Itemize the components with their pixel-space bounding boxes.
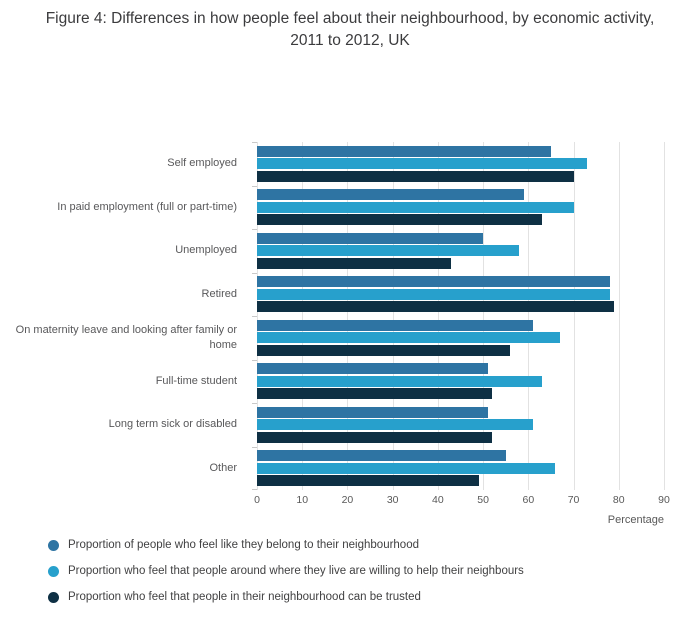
- category-label: Full-time student: [155, 374, 237, 387]
- category-label: Self employed: [167, 157, 237, 170]
- x-tick-label: 70: [567, 494, 580, 506]
- x-tick-label: 20: [341, 494, 354, 506]
- category-label: Retired: [201, 287, 237, 300]
- x-tick-label: 0: [254, 494, 260, 506]
- gridline: [437, 142, 439, 490]
- bar: [257, 450, 506, 462]
- gridline: [528, 142, 530, 490]
- bar: [257, 201, 574, 213]
- bar: [257, 319, 533, 331]
- bar: [257, 257, 452, 269]
- category-label: Long term sick or disabled: [108, 418, 237, 431]
- category-label: Other: [209, 461, 237, 474]
- gridline: [257, 142, 258, 490]
- bar: [257, 475, 479, 487]
- y-axis-tick: [252, 446, 257, 448]
- gridline: [347, 142, 349, 490]
- legend-item: Proportion who feel that people in their…: [48, 590, 688, 605]
- x-tick-label: 80: [612, 494, 625, 506]
- x-tick-label: 10: [296, 494, 309, 506]
- y-axis-tick: [252, 316, 257, 317]
- gridline: [664, 142, 665, 490]
- legend-marker-icon: [48, 539, 59, 551]
- bar: [257, 189, 524, 201]
- chart-title: Figure 4: Differences in how people feel…: [45, 10, 655, 49]
- y-axis-tick: [252, 142, 257, 143]
- bar: [257, 431, 493, 443]
- x-tick-label: 60: [522, 494, 535, 506]
- bar: [257, 344, 511, 356]
- x-tick-label: 30: [386, 494, 399, 506]
- legend-item: Proportion of people who feel like they …: [48, 538, 688, 553]
- bar: [257, 145, 551, 157]
- bar: [257, 245, 520, 257]
- category-label: In paid employment (full or part-time): [57, 200, 237, 213]
- legend-label: Proportion of people who feel like they …: [68, 539, 419, 551]
- y-axis-tick: [252, 229, 257, 230]
- y-axis-tick: [252, 489, 257, 490]
- gridline: [302, 142, 304, 490]
- bar: [257, 288, 610, 300]
- y-axis-tick: [252, 272, 257, 274]
- legend-label: Proportion who feel that people around w…: [68, 564, 524, 577]
- bar: [257, 388, 493, 400]
- y-axis-tick: [252, 403, 257, 404]
- bar: [257, 375, 542, 387]
- bar: [257, 332, 560, 344]
- x-tick-label: 90: [658, 494, 670, 506]
- legend-label: Proportion who feel that people in their…: [68, 590, 421, 603]
- gridline: [618, 142, 620, 490]
- bar: [257, 406, 488, 418]
- category-axis-labels: Self employed In paid employment (full or…: [0, 142, 247, 490]
- x-tick-label: 40: [432, 494, 444, 506]
- bar: [257, 363, 488, 375]
- gridline: [483, 142, 485, 490]
- x-axis-tick-labels: 0 10 20 30 40 50 60 70 80 90: [254, 494, 670, 508]
- category-label: On maternity leave and looking after fam…: [15, 323, 237, 351]
- y-axis-tick: [252, 359, 257, 361]
- gridline: [392, 142, 394, 490]
- bar: [257, 170, 574, 182]
- legend-marker-icon: [48, 565, 59, 577]
- plot-area: [252, 142, 665, 490]
- legend-item: Proportion who feel that people around w…: [48, 564, 688, 579]
- x-tick-label: 50: [477, 494, 489, 506]
- bar: [257, 462, 556, 474]
- y-axis-tick: [252, 185, 257, 187]
- bar: [257, 301, 615, 313]
- category-label: Unemployed: [175, 244, 237, 257]
- legend-marker-icon: [48, 591, 59, 603]
- gridline: [573, 142, 575, 490]
- bar: [257, 214, 542, 226]
- bar: [257, 276, 610, 288]
- bar: [257, 158, 588, 170]
- legend: Proportion of people who feel like they …: [48, 538, 688, 616]
- bar: [257, 419, 533, 431]
- x-axis-title: Percentage: [607, 514, 664, 526]
- bar: [257, 232, 484, 244]
